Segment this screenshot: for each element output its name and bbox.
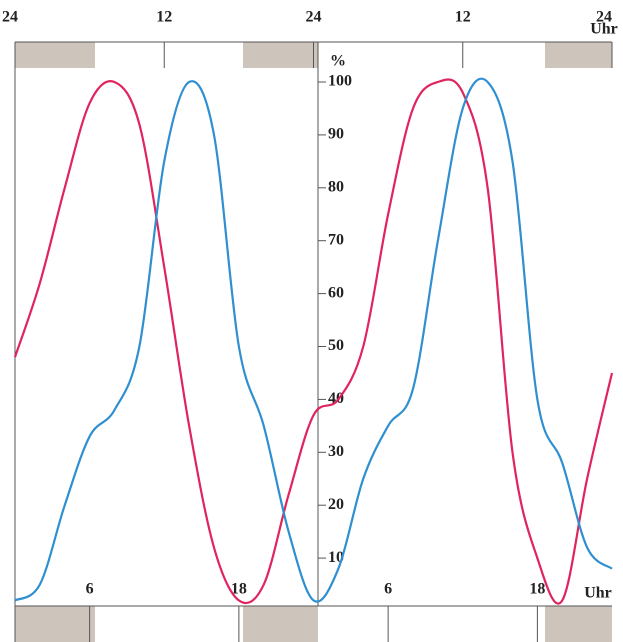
y-tick-label: 30	[328, 443, 344, 460]
x-unit-label: Uhr	[584, 585, 612, 602]
y-unit-label: %	[330, 53, 346, 70]
night-band	[545, 42, 612, 68]
x-tick-label: 24	[2, 9, 18, 26]
x-tick-label: 24	[596, 9, 612, 26]
x-tick-label: 6	[384, 581, 392, 598]
y-tick-label: 20	[328, 496, 344, 513]
night-band	[15, 606, 95, 642]
night-band	[15, 42, 95, 68]
night-band	[243, 42, 318, 68]
y-tick-label: 100	[328, 73, 352, 90]
night-band	[545, 606, 612, 642]
x-tick-label: 12	[156, 9, 172, 26]
y-tick-label: 80	[328, 178, 344, 195]
chart: Uhr Uhr % 241224122461861810203040506070…	[0, 0, 623, 642]
y-tick-label: 60	[328, 284, 344, 301]
y-tick-label: 50	[328, 337, 344, 354]
x-tick-label: 6	[86, 581, 94, 598]
night-band	[243, 606, 318, 642]
x-tick-label: 24	[306, 9, 322, 26]
x-tick-label: 12	[455, 9, 471, 26]
x-tick-label: 18	[529, 581, 545, 598]
y-tick-label: 90	[328, 126, 344, 143]
y-tick-label: 70	[328, 231, 344, 248]
